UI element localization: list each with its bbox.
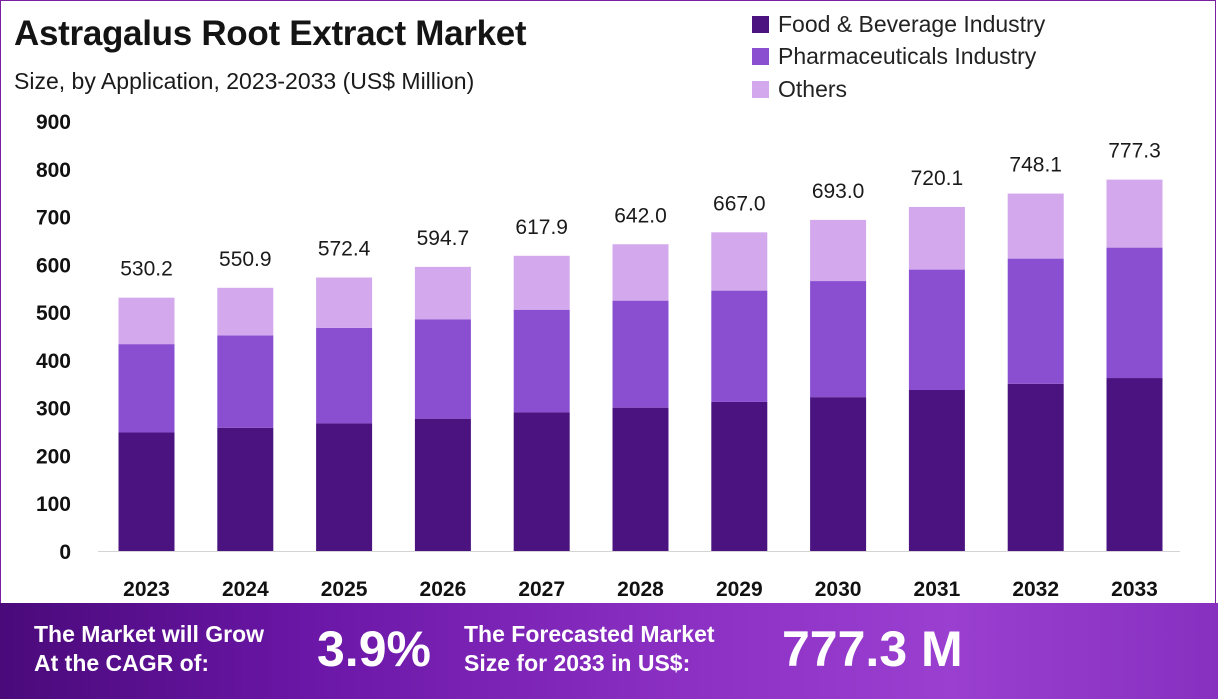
bar-segment-2023-food-beverage <box>118 432 175 551</box>
y-tick-label-400: 400 <box>36 350 71 373</box>
bar-total-label-2026: 594.7 <box>417 227 470 250</box>
bar-segment-2030-others <box>810 219 867 282</box>
bar-segment-2024-pharmaceuticals <box>217 335 274 428</box>
bar-segment-2031-others <box>908 206 965 270</box>
bar-segment-2027-others <box>513 255 570 310</box>
chart-subtitle: Size, by Application, 2023-2033 (US$ Mil… <box>14 68 475 94</box>
cagr-label: The Market will Grow At the CAGR of: <box>34 620 264 678</box>
y-tick-label-300: 300 <box>36 398 71 421</box>
summary-banner: The Market will Grow At the CAGR of: 3.9… <box>0 603 1218 699</box>
bar-total-label-2030: 693.0 <box>812 180 865 203</box>
forecast-label: The Forecasted Market Size for 2033 in U… <box>464 620 715 678</box>
y-tick-label-600: 600 <box>36 254 71 277</box>
bar-segment-2025-pharmaceuticals <box>316 327 373 424</box>
bar-segment-2026-others <box>414 266 471 320</box>
bar-total-label-2031: 720.1 <box>911 167 964 190</box>
legend-item-pharmaceuticals: Pharmaceuticals Industry <box>752 41 1045 74</box>
bar-segment-2028-others <box>612 244 669 301</box>
bar-segment-2029-pharmaceuticals <box>711 290 768 402</box>
bar-segment-2031-food-beverage <box>908 389 965 551</box>
bar-segment-2032-others <box>1007 193 1064 259</box>
legend-label-others: Others <box>778 75 848 102</box>
bar-segment-2032-pharmaceuticals <box>1007 258 1064 384</box>
bar-segment-2033-pharmaceuticals <box>1106 247 1163 379</box>
bar-segment-2026-food-beverage <box>414 418 471 551</box>
x-tick-label-2033: 2033 <box>1111 578 1158 601</box>
chart-title: Astragalus Root Extract Market <box>14 14 527 53</box>
forecast-label-line1: The Forecasted Market <box>464 621 715 647</box>
bar-segment-2023-others <box>118 297 175 345</box>
stacked-bar-chart: 0 100 200 300 400 500 600 700 800 900 530.2 2023 550… <box>36 111 1180 601</box>
cagr-label-line2: At the CAGR of: <box>34 650 210 676</box>
bar-total-label-2032: 748.1 <box>1009 154 1062 177</box>
bar-segment-2025-food-beverage <box>316 423 373 551</box>
bar-total-label-2027: 617.9 <box>515 216 568 239</box>
bar-segment-2027-pharmaceuticals <box>513 309 570 413</box>
x-tick-label-2029: 2029 <box>716 578 763 601</box>
bar-total-label-2029: 667.0 <box>713 192 766 215</box>
bar-segment-2026-pharmaceuticals <box>414 319 471 419</box>
x-tick-label-2027: 2027 <box>518 578 565 601</box>
legend-label-pharmaceuticals: Pharmaceuticals Industry <box>778 43 1037 70</box>
cagr-label-line1: The Market will Grow <box>34 621 265 647</box>
bar-total-label-2033: 777.3 <box>1108 140 1161 163</box>
bar-segment-2030-food-beverage <box>810 397 867 551</box>
y-tick-label-900: 900 <box>36 111 71 134</box>
x-tick-label-2024: 2024 <box>222 578 269 601</box>
bar-total-label-2028: 642.0 <box>614 204 667 227</box>
forecast-label-line2: Size for 2033 in US$: <box>464 650 691 676</box>
legend-swatch-others <box>752 80 769 98</box>
x-tick-label-2023: 2023 <box>123 578 170 601</box>
bar-segment-2031-pharmaceuticals <box>908 269 965 390</box>
cagr-value: 3.9% <box>317 621 431 677</box>
bar-segment-2030-pharmaceuticals <box>810 281 867 398</box>
legend-swatch-food-beverage <box>752 15 769 33</box>
x-tick-label-2026: 2026 <box>420 578 467 601</box>
x-tick-label-2030: 2030 <box>815 578 862 601</box>
bar-segment-2023-pharmaceuticals <box>118 344 175 433</box>
bar-segment-2032-food-beverage <box>1007 383 1064 551</box>
bar-total-label-2025: 572.4 <box>318 238 371 261</box>
legend-item-others: Others <box>752 73 1045 106</box>
bar-total-label-2023: 530.2 <box>120 258 173 281</box>
y-tick-label-500: 500 <box>36 302 71 325</box>
y-tick-label-0: 0 <box>59 541 71 564</box>
bar-segment-2028-pharmaceuticals <box>612 300 669 408</box>
bar-segment-2033-food-beverage <box>1106 378 1163 551</box>
x-tick-label-2032: 2032 <box>1012 578 1059 601</box>
legend-label-food-beverage: Food & Beverage Industry <box>778 10 1046 37</box>
bar-segment-2024-others <box>217 287 274 336</box>
legend-item-food-beverage: Food & Beverage Industry <box>752 8 1045 41</box>
bar-segment-2029-others <box>711 232 768 291</box>
y-tick-label-700: 700 <box>36 207 71 230</box>
bar-segment-2028-food-beverage <box>612 407 669 551</box>
bar-total-label-2024: 550.9 <box>219 248 272 271</box>
x-tick-label-2025: 2025 <box>321 578 368 601</box>
bar-segment-2027-food-beverage <box>513 412 570 551</box>
legend-swatch-pharmaceuticals <box>752 48 769 66</box>
x-tick-label-2028: 2028 <box>617 578 664 601</box>
bar-segment-2024-food-beverage <box>217 427 274 551</box>
y-tick-label-800: 800 <box>36 159 71 182</box>
bar-segment-2033-others <box>1106 179 1163 248</box>
forecast-value: 777.3 M <box>782 621 963 677</box>
y-tick-label-200: 200 <box>36 445 71 468</box>
chart-legend: Food & Beverage Industry Pharmaceuticals… <box>752 8 1045 106</box>
bar-segment-2029-food-beverage <box>711 401 768 551</box>
y-tick-label-100: 100 <box>36 493 71 516</box>
x-tick-label-2031: 2031 <box>914 578 961 601</box>
bar-segment-2025-others <box>316 277 373 328</box>
